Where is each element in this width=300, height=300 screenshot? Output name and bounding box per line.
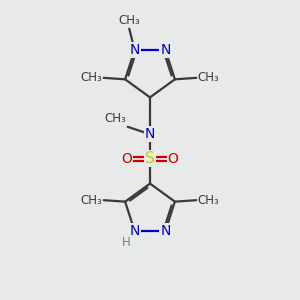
Text: CH₃: CH₃ <box>80 71 102 84</box>
Text: CH₃: CH₃ <box>80 194 102 207</box>
Text: CH₃: CH₃ <box>198 194 220 207</box>
Text: N: N <box>129 43 140 57</box>
Text: O: O <box>122 152 132 166</box>
Text: N: N <box>129 224 140 238</box>
Text: CH₃: CH₃ <box>198 71 220 84</box>
Text: S: S <box>145 151 155 166</box>
Text: CH₃: CH₃ <box>104 112 126 125</box>
Text: N: N <box>160 43 171 57</box>
Text: N: N <box>145 127 155 141</box>
Text: N: N <box>160 224 171 238</box>
Text: CH₃: CH₃ <box>118 14 140 27</box>
Text: H: H <box>122 236 131 249</box>
Text: O: O <box>168 152 178 166</box>
